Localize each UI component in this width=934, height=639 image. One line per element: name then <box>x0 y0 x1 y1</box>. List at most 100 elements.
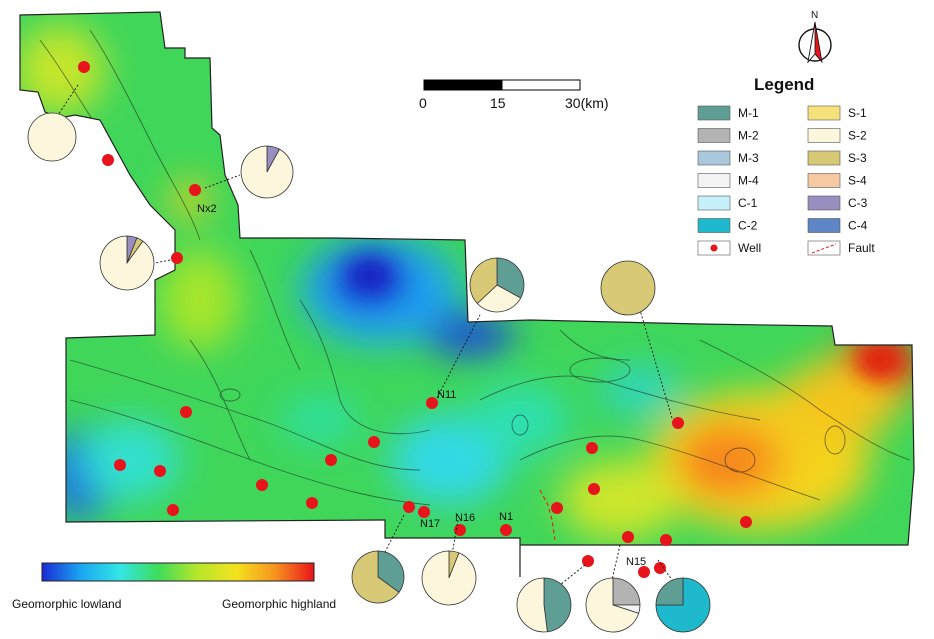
scale-bar: 0 15 30(km) <box>419 79 609 111</box>
pie-slice <box>240 145 294 199</box>
well-marker <box>454 524 466 536</box>
legend-label: M-1 <box>738 106 759 120</box>
well-marker <box>102 154 114 166</box>
well-label: N1 <box>499 511 513 523</box>
legend-label: S-3 <box>848 151 867 165</box>
scale-tick: 15 <box>490 95 506 111</box>
legend-label: M-4 <box>738 174 759 188</box>
pie-leaders <box>57 84 673 586</box>
pie-slice <box>600 260 656 316</box>
composition-pie <box>585 577 641 633</box>
legend-label: C-1 <box>738 196 758 210</box>
well-label: Nx2 <box>197 203 217 215</box>
pie-slice <box>655 577 684 606</box>
legend-label: S-4 <box>848 174 867 188</box>
pie-slice <box>516 577 548 633</box>
pie-slice <box>476 284 522 313</box>
legend-well-symbol <box>710 244 718 252</box>
ramp-high-label: Geomorphic highland <box>222 597 336 611</box>
well-marker <box>154 465 166 477</box>
legend-label: S-2 <box>848 129 867 143</box>
legend-label: S-1 <box>848 106 867 120</box>
well-marker <box>500 524 512 536</box>
pie-slice <box>99 235 155 291</box>
legend-label: Well <box>738 241 761 255</box>
well-marker <box>167 504 179 516</box>
north-label: N <box>811 10 818 21</box>
ramp-low-label: Geomorphic lowland <box>12 597 121 611</box>
well-label: N17 <box>420 518 440 530</box>
well-marker <box>672 417 684 429</box>
well-marker <box>256 479 268 491</box>
legend-swatch <box>697 128 731 143</box>
well-label: N11 <box>437 389 456 401</box>
scale-tick: 30(km) <box>565 95 609 111</box>
well-marker <box>325 454 337 466</box>
well-marker <box>368 436 380 448</box>
well-marker <box>740 516 752 528</box>
legend-label: M-3 <box>738 151 759 165</box>
composition-pie <box>655 577 711 633</box>
pie-slice <box>585 577 640 633</box>
legend-swatch <box>697 105 731 121</box>
well-marker <box>78 61 90 73</box>
composition-pie <box>600 260 656 316</box>
north-arrow: N <box>798 10 832 64</box>
well-marker <box>654 562 666 574</box>
legend-label: C-3 <box>848 196 868 210</box>
composition-pie <box>240 145 294 199</box>
region-outline <box>19 11 915 577</box>
legend-label: C-4 <box>848 219 868 233</box>
composition-pies <box>27 112 711 633</box>
pie-slice <box>377 550 405 593</box>
well-marker <box>114 459 126 471</box>
well-label: N16 <box>455 512 475 524</box>
well-marker <box>306 497 318 509</box>
legend-label: Fault <box>848 241 875 255</box>
scale-tick: 0 <box>419 95 427 111</box>
composition-pie <box>469 257 525 313</box>
legend-swatch <box>697 218 731 233</box>
legend-swatch <box>697 195 731 211</box>
legend-swatch <box>697 173 731 188</box>
well-marker <box>660 534 672 546</box>
well-marker <box>189 184 201 196</box>
well-marker <box>426 397 438 409</box>
composition-pie <box>99 235 155 291</box>
pie-slice <box>612 577 641 606</box>
well-marker <box>588 483 600 495</box>
legend-title: Legend <box>754 75 814 94</box>
well-marker <box>586 442 598 454</box>
legend: Legend M-1 S-1 M-2 S-2 M-3 S-3 M-4 S-4 C-1 C-3 C-2… <box>697 75 875 256</box>
composition-pie <box>516 577 572 633</box>
well-marker <box>622 531 634 543</box>
legend-fault-symbol <box>811 243 837 254</box>
legend-label: C-2 <box>738 219 758 233</box>
well-label: N15 <box>626 556 646 568</box>
legend-swatch <box>807 173 841 188</box>
legend-label: M-2 <box>738 129 759 143</box>
well-marker <box>638 566 650 578</box>
legend-swatch <box>807 128 841 143</box>
legend-swatch <box>807 195 841 211</box>
legend-swatch <box>697 150 731 166</box>
well-marker <box>403 501 415 513</box>
color-ramp: Geomorphic lowland Geomorphic highland <box>12 562 336 611</box>
pie-slice <box>496 257 525 299</box>
pie-slice <box>421 550 477 606</box>
well-markers <box>78 61 752 578</box>
composition-pie <box>27 112 77 162</box>
well-marker <box>551 502 563 514</box>
well-marker <box>418 506 430 518</box>
pie-slice <box>469 257 498 305</box>
legend-swatch <box>807 218 841 233</box>
legend-swatch <box>807 105 841 121</box>
pie-slice <box>27 112 77 162</box>
well-marker <box>180 406 192 418</box>
composition-pie <box>351 550 405 604</box>
well-marker <box>171 252 183 264</box>
pie-slice <box>351 550 400 604</box>
legend-swatch <box>807 150 841 166</box>
